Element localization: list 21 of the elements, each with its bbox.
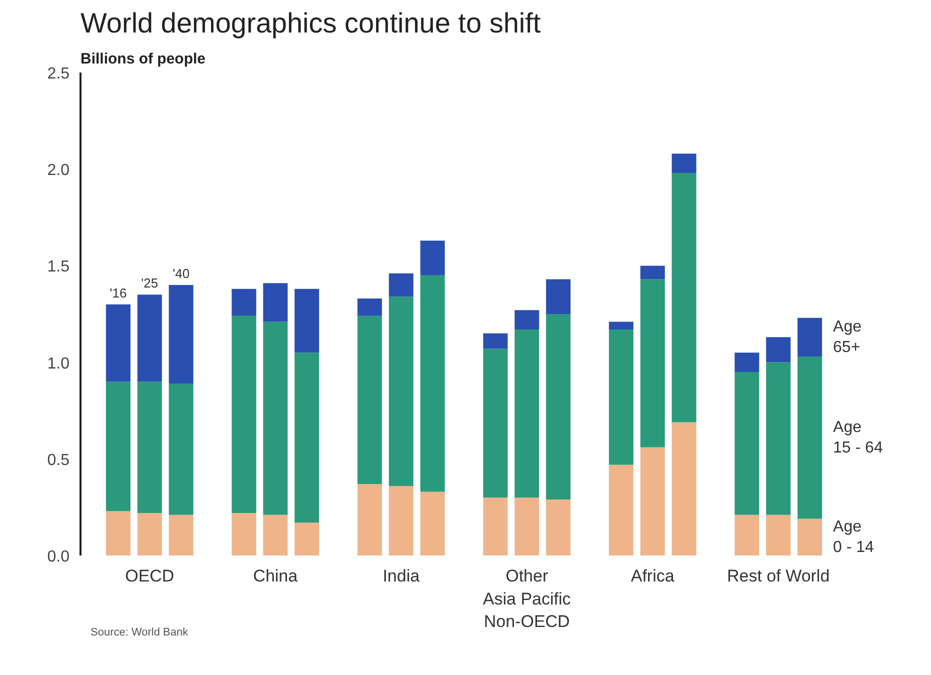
annotation: '16 [110,285,127,300]
annotation: '40 [172,266,190,282]
source-note: Source: World Bank [90,626,189,638]
chart-title: World demographics continue to shift [80,8,541,38]
series-label: Age 65+ [833,318,862,356]
annotation: '25 [141,276,158,291]
y-tick-label: 1.5 [47,258,70,276]
x-tick-label: Other Asia Pacific Non-OECD [482,566,572,632]
x-tick-label: Africa [630,566,675,586]
y-tick-label: 2.5 [47,66,70,82]
y-tick-label: 2.0 [47,162,70,180]
x-tick-label: OECD [125,566,174,586]
y-tick-label: 0.0 [47,548,70,566]
chart-subtitle: Billions of people [80,50,206,68]
x-tick-label: China [253,566,298,586]
x-tick-label: India [382,566,420,586]
series-label: Age 0 - 14 [833,518,874,556]
x-tick-label: Rest of World [727,566,830,586]
series-label: Age 15 - 64 [833,418,883,456]
y-tick-label: 0.5 [47,452,70,469]
y-tick-label: 1.0 [47,355,70,372]
